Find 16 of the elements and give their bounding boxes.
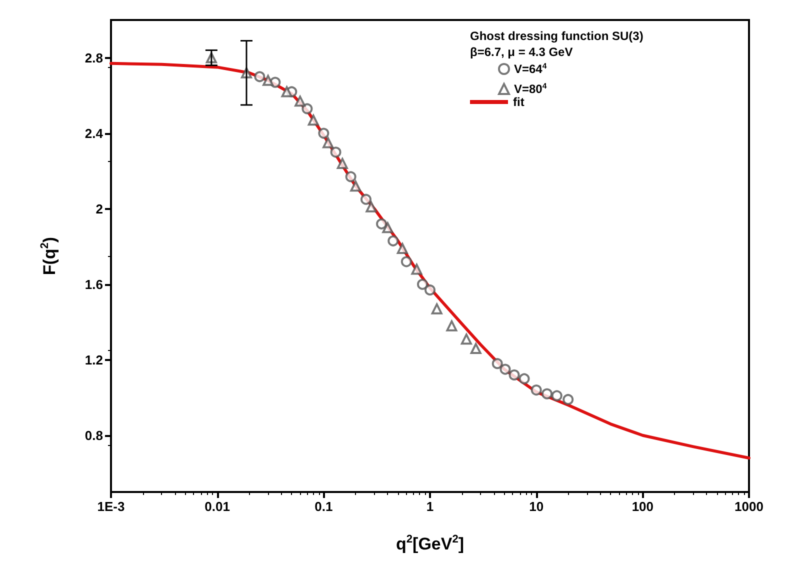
y-tick-label: 2.4 bbox=[84, 126, 104, 141]
y-tick-label: 1.2 bbox=[84, 352, 103, 368]
x-tick-label: 0.1 bbox=[314, 499, 333, 514]
x-tick-label: 0.01 bbox=[204, 499, 230, 514]
legend-label: fit bbox=[513, 95, 524, 109]
x-tick-label: 1 bbox=[426, 499, 434, 514]
x-tick-label: 10 bbox=[529, 499, 544, 514]
x-tick-label: 1000 bbox=[734, 499, 764, 514]
y-tick-label: 2.8 bbox=[84, 50, 103, 66]
x-tick-label: 1E-3 bbox=[97, 499, 125, 514]
y-tick-label: 1.6 bbox=[84, 276, 103, 292]
y-tick-label: 2 bbox=[96, 201, 103, 216]
x-tick-label: 100 bbox=[632, 499, 654, 514]
y-axis-title: F(q2) bbox=[39, 236, 59, 276]
y-tick-label: 0.8 bbox=[84, 428, 103, 443]
legend-title: Ghost dressing function SU(3) β=6.7, μ = 4.3 GeV bbox=[470, 29, 644, 59]
